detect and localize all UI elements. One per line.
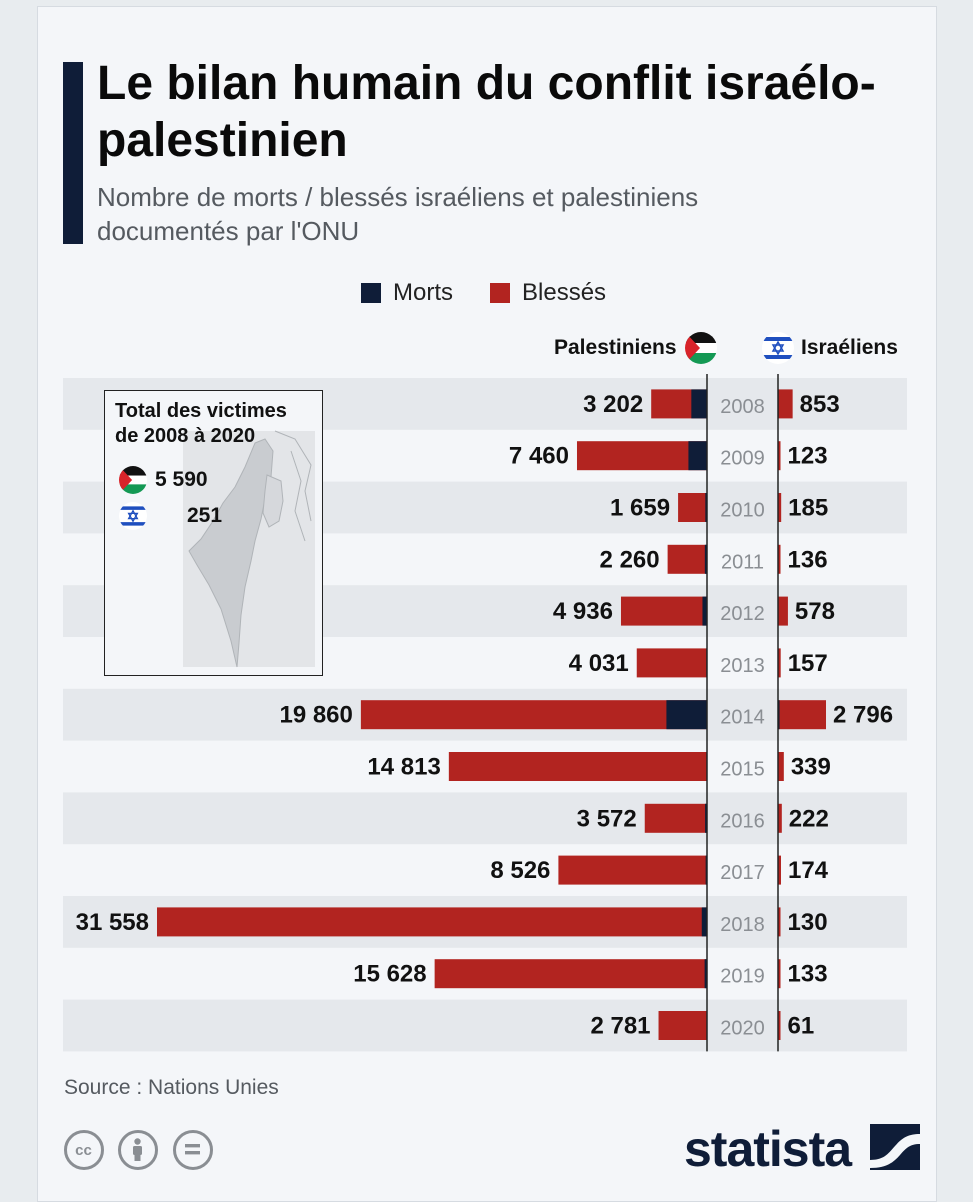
data-label-palestiniens: 8 526: [490, 857, 550, 884]
data-label-israeliens: 157: [788, 650, 828, 677]
data-label-israeliens: 133: [788, 961, 828, 988]
data-label-israeliens: 123: [788, 443, 828, 470]
brand-name: statista: [684, 1121, 851, 1177]
bar-palestiniens-blesses: [659, 1011, 707, 1040]
data-label-palestiniens: 4 031: [569, 650, 629, 677]
attribution-icon[interactable]: [118, 1130, 158, 1170]
data-label-israeliens: 130: [788, 909, 828, 936]
bar-palestiniens-blesses: [558, 856, 707, 885]
inset-row-palestiniens: 5 590: [119, 465, 208, 495]
data-label-israeliens: 578: [795, 598, 835, 625]
bar-palestiniens-blesses: [361, 700, 707, 729]
year-label: 2010: [720, 500, 765, 522]
year-label: 2008: [720, 396, 765, 418]
inset-total-israeliens: 251: [187, 504, 222, 528]
bar-israeliens-blesses: [778, 597, 788, 626]
inset-total-palestiniens: 5 590: [155, 468, 208, 492]
bar-israeliens-blesses: [778, 752, 784, 781]
inset-title: Total des victimes de 2008 à 2020: [115, 399, 287, 449]
year-label: 2012: [720, 603, 765, 625]
statista-logo-icon: [870, 1124, 920, 1170]
year-label: 2020: [720, 1018, 765, 1040]
data-label-palestiniens: 31 558: [76, 909, 149, 936]
bar-palestiniens-morts: [702, 907, 707, 936]
year-label: 2009: [720, 448, 765, 470]
bar-palestiniens-morts: [691, 389, 707, 418]
year-label: 2014: [720, 707, 765, 729]
totals-inset: Total des victimes de 2008 à 2020 5 590 2…: [104, 390, 323, 676]
data-label-palestiniens: 7 460: [509, 443, 569, 470]
data-label-israeliens: 136: [788, 546, 828, 573]
cc-icon[interactable]: cc: [64, 1130, 104, 1170]
data-label-israeliens: 222: [789, 805, 829, 832]
year-label: 2016: [720, 810, 765, 832]
year-label: 2017: [720, 862, 765, 884]
year-label: 2018: [720, 914, 765, 936]
bar-israeliens-blesses: [778, 700, 826, 729]
data-label-palestiniens: 14 813: [367, 754, 440, 781]
bar-palestiniens-blesses: [449, 752, 707, 781]
data-label-israeliens: 853: [800, 391, 840, 418]
svg-text:cc: cc: [75, 1142, 92, 1159]
data-label-palestiniens: 4 936: [553, 598, 613, 625]
bar-palestiniens-blesses: [435, 959, 707, 988]
data-label-israeliens: 185: [788, 495, 828, 522]
year-label: 2019: [720, 966, 765, 988]
data-label-palestiniens: 3 202: [583, 391, 643, 418]
data-label-palestiniens: 1 659: [610, 495, 670, 522]
bar-palestiniens-blesses: [621, 597, 707, 626]
bar-palestiniens-blesses: [157, 907, 707, 936]
bar-israeliens-blesses: [778, 389, 793, 418]
data-label-palestiniens: 3 572: [577, 805, 637, 832]
data-label-israeliens: 2 796: [833, 702, 893, 729]
data-label-israeliens: 61: [788, 1013, 815, 1040]
data-label-israeliens: 339: [791, 754, 831, 781]
bar-palestiniens-blesses: [645, 804, 707, 833]
data-label-palestiniens: 19 860: [279, 702, 352, 729]
bar-palestiniens-blesses: [577, 441, 707, 470]
data-label-palestiniens: 2 260: [600, 546, 660, 573]
bar-palestiniens-morts: [666, 700, 707, 729]
bar-palestiniens-morts: [688, 441, 707, 470]
israel-flag-icon: [119, 502, 147, 530]
year-label: 2011: [721, 551, 764, 573]
inset-title-line2: de 2008 à 2020: [115, 425, 255, 447]
noderivs-icon[interactable]: [173, 1130, 213, 1170]
statista-logo[interactable]: statista: [684, 1120, 920, 1178]
data-label-palestiniens: 15 628: [353, 961, 426, 988]
palestine-flag-icon: [119, 466, 147, 494]
year-label: 2015: [720, 759, 765, 781]
inset-row-israeliens: 251: [119, 501, 222, 531]
year-label: 2013: [720, 655, 765, 677]
bar-palestiniens-blesses: [678, 493, 707, 522]
bar-palestiniens-blesses: [668, 545, 707, 574]
data-label-israeliens: 174: [788, 857, 829, 884]
inset-title-line1: Total des victimes: [115, 400, 287, 422]
bar-palestiniens-blesses: [637, 648, 707, 677]
source-note: Source : Nations Unies: [64, 1076, 279, 1100]
data-label-palestiniens: 2 781: [590, 1013, 650, 1040]
